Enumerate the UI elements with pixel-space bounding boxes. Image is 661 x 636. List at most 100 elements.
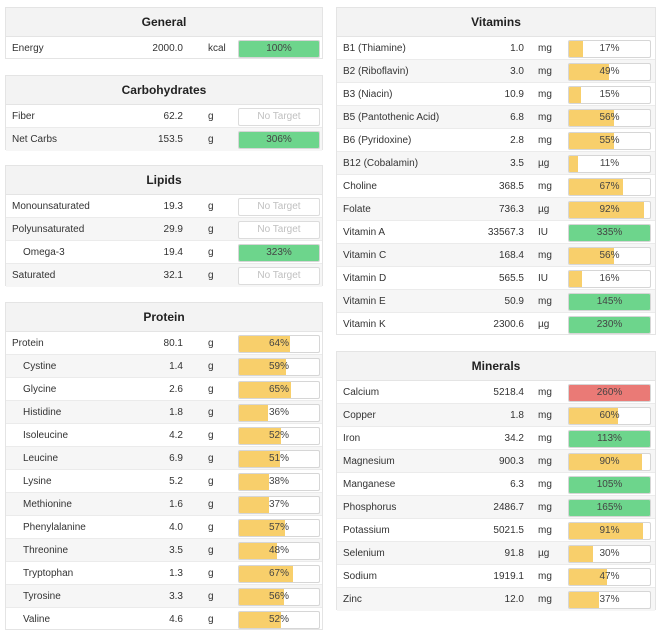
target-progress-bar: 36%	[238, 404, 320, 422]
progress-percent: 52%	[268, 614, 289, 625]
nutrient-name: Histidine	[23, 407, 62, 418]
nutrient-unit: µg	[538, 158, 550, 169]
progress-percent: 64%	[268, 338, 289, 349]
nutrient-row[interactable]: Tyrosine 3.3 g 56%	[6, 585, 322, 608]
nutrient-name: Vitamin A	[343, 227, 386, 238]
progress-percent: 38%	[268, 476, 289, 487]
nutrient-row[interactable]: Phosphorus 2486.7 mg 165%	[337, 496, 655, 519]
nutrient-row[interactable]: Cystine 1.4 g 59%	[6, 355, 322, 378]
nutrient-row[interactable]: Selenium 91.8 µg 30%	[337, 542, 655, 565]
nutrient-row[interactable]: Leucine 6.9 g 51%	[6, 447, 322, 470]
nutrient-name: Vitamin C	[343, 250, 387, 261]
nutrient-name: B5 (Pantothenic Acid)	[343, 112, 440, 123]
progress-fill	[239, 132, 319, 148]
nutrient-amount: 80.1	[163, 338, 183, 349]
nutrient-row[interactable]: Fiber 62.2 g No Target	[6, 105, 322, 128]
nutrient-name: Vitamin D	[343, 273, 387, 284]
nutrient-amount: 1.4	[169, 361, 183, 372]
nutrient-row[interactable]: Folate 736.3 µg 92%	[337, 198, 655, 221]
nutrient-row[interactable]: Tryptophan 1.3 g 67%	[6, 562, 322, 585]
nutrient-unit: mg	[538, 456, 552, 467]
progress-percent: 60%	[599, 410, 620, 421]
progress-fill	[569, 454, 642, 470]
nutrient-amount: 153.5	[157, 134, 183, 145]
target-progress-bar: 55%	[568, 132, 651, 150]
nutrient-row[interactable]: Glycine 2.6 g 65%	[6, 378, 322, 401]
panel-vitamins: Vitamins B1 (Thiamine) 1.0 mg 17% B2 (Ribofl…	[336, 7, 656, 335]
nutrient-row[interactable]: Threonine 3.5 g 48%	[6, 539, 322, 562]
nutrient-row[interactable]: Vitamin D 565.5 IU 16%	[337, 267, 655, 290]
nutrient-name: Saturated	[12, 270, 56, 281]
nutrient-row[interactable]: Iron 34.2 mg 113%	[337, 427, 655, 450]
target-progress-bar: 37%	[568, 591, 651, 609]
nutrient-unit: g	[208, 224, 214, 235]
nutrient-amount: 2000.0	[152, 43, 183, 54]
target-progress-bar: 57%	[238, 519, 320, 537]
rows-carbohydrates: Fiber 62.2 g No Target Net Carbs 153.5 g 306%	[6, 105, 322, 151]
nutrient-row[interactable]: Monounsaturated 19.3 g No Target	[6, 195, 322, 218]
nutrient-row[interactable]: Choline 368.5 mg 67%	[337, 175, 655, 198]
progress-fill	[239, 451, 280, 467]
progress-percent: No Target	[257, 111, 301, 122]
nutrient-name: Lysine	[23, 476, 52, 487]
nutrient-row[interactable]: Manganese 6.3 mg 105%	[337, 473, 655, 496]
nutrient-row[interactable]: Vitamin E 50.9 mg 145%	[337, 290, 655, 313]
nutrient-row[interactable]: B1 (Thiamine) 1.0 mg 17%	[337, 37, 655, 60]
nutrient-row[interactable]: Histidine 1.8 g 36%	[6, 401, 322, 424]
nutrient-row[interactable]: B3 (Niacin) 10.9 mg 15%	[337, 83, 655, 106]
progress-percent: 56%	[268, 591, 289, 602]
progress-percent: 16%	[599, 273, 620, 284]
progress-fill	[569, 225, 650, 241]
target-progress-bar: 100%	[238, 40, 320, 58]
nutrient-row[interactable]: Energy 2000.0 kcal 100%	[6, 37, 322, 60]
nutrient-row[interactable]: B12 (Cobalamin) 3.5 µg 11%	[337, 152, 655, 175]
nutrient-row[interactable]: Vitamin K 2300.6 µg 230%	[337, 313, 655, 336]
nutrient-row[interactable]: Methionine 1.6 g 37%	[6, 493, 322, 516]
nutrient-row[interactable]: Net Carbs 153.5 g 306%	[6, 128, 322, 151]
progress-percent: 90%	[599, 456, 620, 467]
nutrient-row[interactable]: Sodium 1919.1 mg 47%	[337, 565, 655, 588]
nutrient-row[interactable]: Potassium 5021.5 mg 91%	[337, 519, 655, 542]
progress-fill	[569, 385, 650, 401]
nutrient-row[interactable]: B6 (Pyridoxine) 2.8 mg 55%	[337, 129, 655, 152]
nutrient-row[interactable]: B2 (Riboflavin) 3.0 mg 49%	[337, 60, 655, 83]
nutrient-row[interactable]: Calcium 5218.4 mg 260%	[337, 381, 655, 404]
nutrient-name: Net Carbs	[12, 134, 58, 145]
progress-percent: 113%	[597, 433, 622, 444]
nutrient-row[interactable]: Valine 4.6 g 52%	[6, 608, 322, 631]
nutrient-name: Phosphorus	[343, 502, 397, 513]
nutrient-row[interactable]: Isoleucine 4.2 g 52%	[6, 424, 322, 447]
nutrient-row[interactable]: Omega-3 19.4 g 323%	[6, 241, 322, 264]
nutrient-row[interactable]: Magnesium 900.3 mg 90%	[337, 450, 655, 473]
panel-title-vitamins: Vitamins	[337, 8, 655, 37]
nutrient-row[interactable]: Protein 80.1 g 64%	[6, 332, 322, 355]
nutrient-row[interactable]: Vitamin A 33567.3 IU 335%	[337, 221, 655, 244]
nutrient-amount: 32.1	[163, 270, 183, 281]
nutrient-name: Folate	[343, 204, 371, 215]
nutrient-row[interactable]: Zinc 12.0 mg 37%	[337, 588, 655, 611]
nutrient-name: B1 (Thiamine)	[343, 43, 406, 54]
progress-fill	[569, 431, 650, 447]
progress-fill	[569, 87, 582, 103]
progress-fill	[239, 497, 269, 513]
nutrient-amount: 6.9	[169, 453, 183, 464]
nutrient-row[interactable]: Phenylalanine 4.0 g 57%	[6, 516, 322, 539]
nutrient-row[interactable]: Copper 1.8 mg 60%	[337, 404, 655, 427]
progress-percent: 67%	[599, 181, 620, 192]
nutrient-row[interactable]: B5 (Pantothenic Acid) 6.8 mg 56%	[337, 106, 655, 129]
nutrient-amount: 29.9	[163, 224, 183, 235]
nutrient-row[interactable]: Saturated 32.1 g No Target	[6, 264, 322, 287]
nutrient-name: B2 (Riboflavin)	[343, 66, 409, 77]
nutrient-unit: g	[208, 591, 214, 602]
nutrient-amount: 3.5	[510, 158, 524, 169]
progress-percent: 49%	[599, 66, 620, 77]
nutrient-row[interactable]: Vitamin C 168.4 mg 56%	[337, 244, 655, 267]
nutrient-row[interactable]: Lysine 5.2 g 38%	[6, 470, 322, 493]
progress-fill	[569, 477, 650, 493]
progress-fill	[569, 592, 599, 608]
nutrient-unit: g	[208, 361, 214, 372]
nutrient-row[interactable]: Polyunsaturated 29.9 g No Target	[6, 218, 322, 241]
nutrient-amount: 2300.6	[493, 319, 524, 330]
rows-protein: Protein 80.1 g 64% Cystine 1.4 g 59% Glycine 2.6 g…	[6, 332, 322, 631]
nutrient-amount: 50.9	[504, 296, 524, 307]
